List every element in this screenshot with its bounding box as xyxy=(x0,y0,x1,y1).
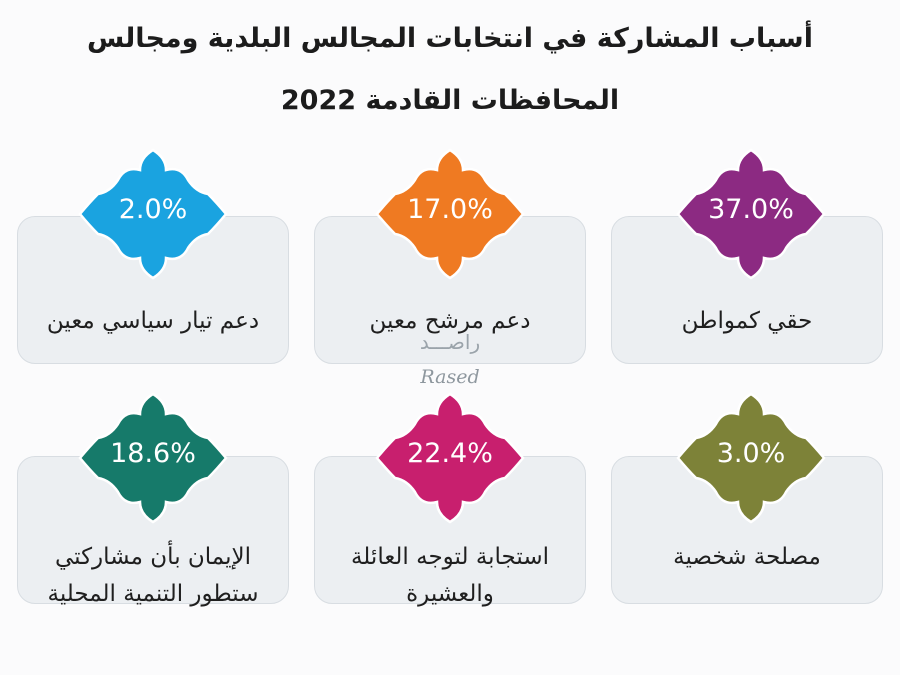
ornament-shape xyxy=(676,148,826,280)
percentage-badge: 17.0% xyxy=(365,148,535,280)
ornament-shape xyxy=(375,392,525,524)
percentage-value: 3.0% xyxy=(716,438,786,469)
percentage-value: 2.0% xyxy=(118,194,188,225)
page-title: أسباب المشاركة في انتخابات المجالس البلد… xyxy=(87,23,813,116)
reason-label: الإيمان بأن مشاركتي ستطور التنمية المحلي… xyxy=(47,544,259,607)
percentage-value: 22.4% xyxy=(407,438,493,469)
watermark-arabic: راصـــد xyxy=(419,330,481,354)
percentage-badge: 18.6% xyxy=(68,392,238,524)
watermark-latin: Rased xyxy=(420,366,480,388)
percentage-badge: 2.0% xyxy=(68,148,238,280)
ornament-shape xyxy=(78,392,228,524)
percentage-badge: 3.0% xyxy=(666,392,836,524)
reason-card-support-political-current: دعم تيار سياسي معين xyxy=(17,216,289,364)
ornament-shape xyxy=(676,392,826,524)
percentage-badge: 22.4% xyxy=(365,392,535,524)
ornament-shape xyxy=(375,148,525,280)
reason-label: مصلحة شخصية xyxy=(673,544,821,570)
reason-label: دعم تيار سياسي معين xyxy=(46,308,260,334)
reason-label: استجابة لتوجه العائلة والعشيرة xyxy=(350,544,550,607)
reason-label: حقي كمواطن xyxy=(681,308,813,334)
reason-label: دعم مرشح معين xyxy=(369,308,531,334)
percentage-badge: 37.0% xyxy=(666,148,836,280)
percentage-value: 17.0% xyxy=(407,194,493,225)
percentage-value: 37.0% xyxy=(708,194,794,225)
percentage-value: 18.6% xyxy=(110,438,196,469)
ornament-shape xyxy=(78,148,228,280)
